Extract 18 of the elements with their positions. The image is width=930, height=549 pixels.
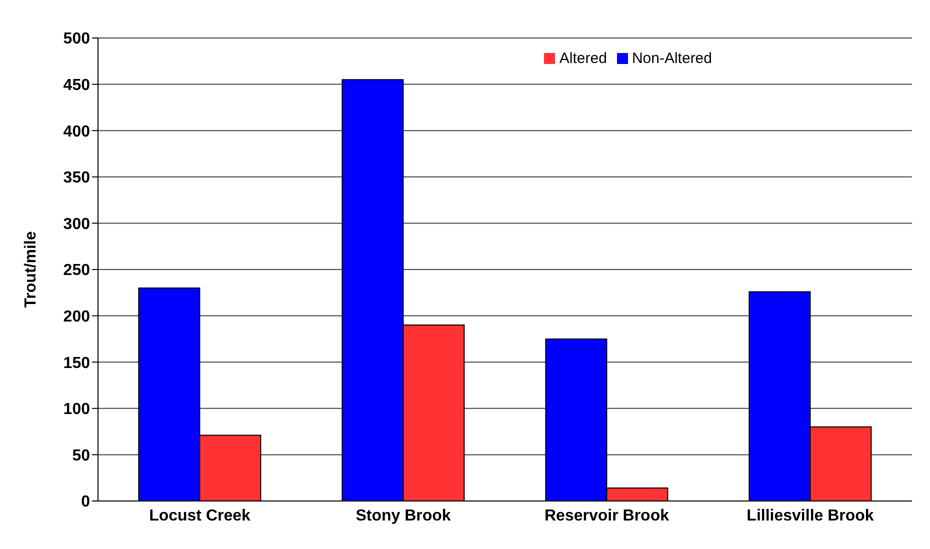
y-tick-label: 350 [63, 170, 90, 187]
legend-label: Altered [559, 50, 607, 67]
y-tick-label: 450 [63, 76, 90, 94]
y-tick-label: 250 [63, 262, 90, 280]
y-tick-label: 300 [63, 216, 90, 233]
y-tick-label: 50 [72, 447, 90, 464]
x-tick-label: Lilliesville Brook [746, 507, 874, 524]
y-tick-label: 150 [63, 354, 90, 372]
x-tick-label: Reservoir Brook [544, 507, 670, 524]
y-tick-label: 0 [81, 494, 90, 511]
y-tick-label: 400 [63, 123, 90, 140]
legend-label: Non-Altered [632, 50, 712, 67]
x-tick-label: Stony Brook [356, 507, 451, 524]
y-tick-label: 200 [63, 308, 90, 326]
y-tick-label: 500 [63, 30, 90, 48]
y-tick-label: 100 [63, 401, 90, 418]
y-axis-title: Trout/mile [22, 231, 40, 308]
x-tick-label: Locust Creek [149, 507, 251, 524]
